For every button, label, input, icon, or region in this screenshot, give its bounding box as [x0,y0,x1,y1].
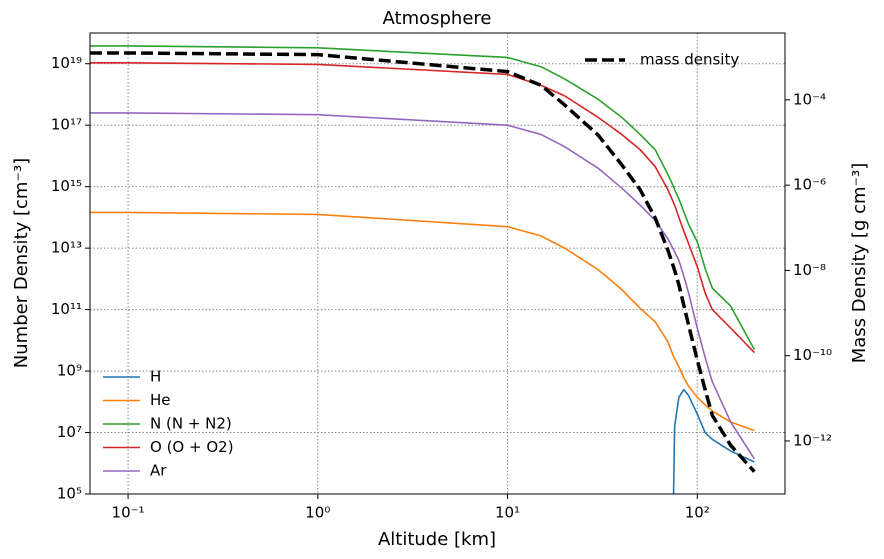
legend-label: H [150,368,161,386]
legend-label: Ar [150,462,167,480]
y-tick-label: 10¹⁹ [51,54,82,72]
y2-tick-label: 10⁻¹² [793,431,832,449]
series-line [90,45,756,350]
chart-title: Atmosphere [383,8,492,29]
series-line [90,51,756,473]
series-line [90,211,755,432]
y-axis-title: Number Density [cm⁻³] [11,158,32,368]
x-tick-label: 10¹ [495,504,520,522]
y-tick-label: 10¹⁵ [51,177,82,195]
y2-tick-label: 10⁻¹⁰ [793,346,832,364]
y-tick-label: 10⁹ [57,362,82,380]
series-line [90,112,756,460]
legend-label: mass density [640,51,739,69]
legend-label: O (O + O2) [150,438,234,456]
x-tick-label: 10⁰ [305,504,330,522]
y2-tick-label: 10⁻⁸ [793,261,826,279]
legend-label: He [150,391,171,409]
y2-axis-title: Mass Density [g cm⁻³] [849,163,870,364]
y-tick-label: 10⁵ [57,485,82,503]
legend-label: N (N + N2) [150,415,232,433]
series-line [672,388,755,494]
plot-frame [89,32,786,495]
y2-tick-label: 10⁻⁴ [793,90,826,108]
x-tick-label: 10² [685,504,710,522]
y-tick-label: 10¹⁷ [51,116,82,134]
y2-tick-label: 10⁻⁶ [793,176,826,194]
y-tick-label: 10¹³ [51,239,82,257]
x-axis-title: Altitude [km] [378,529,496,550]
x-tick-label: 10⁻¹ [112,504,145,522]
y-tick-label: 10¹¹ [51,300,82,318]
y-tick-label: 10⁷ [57,423,82,441]
